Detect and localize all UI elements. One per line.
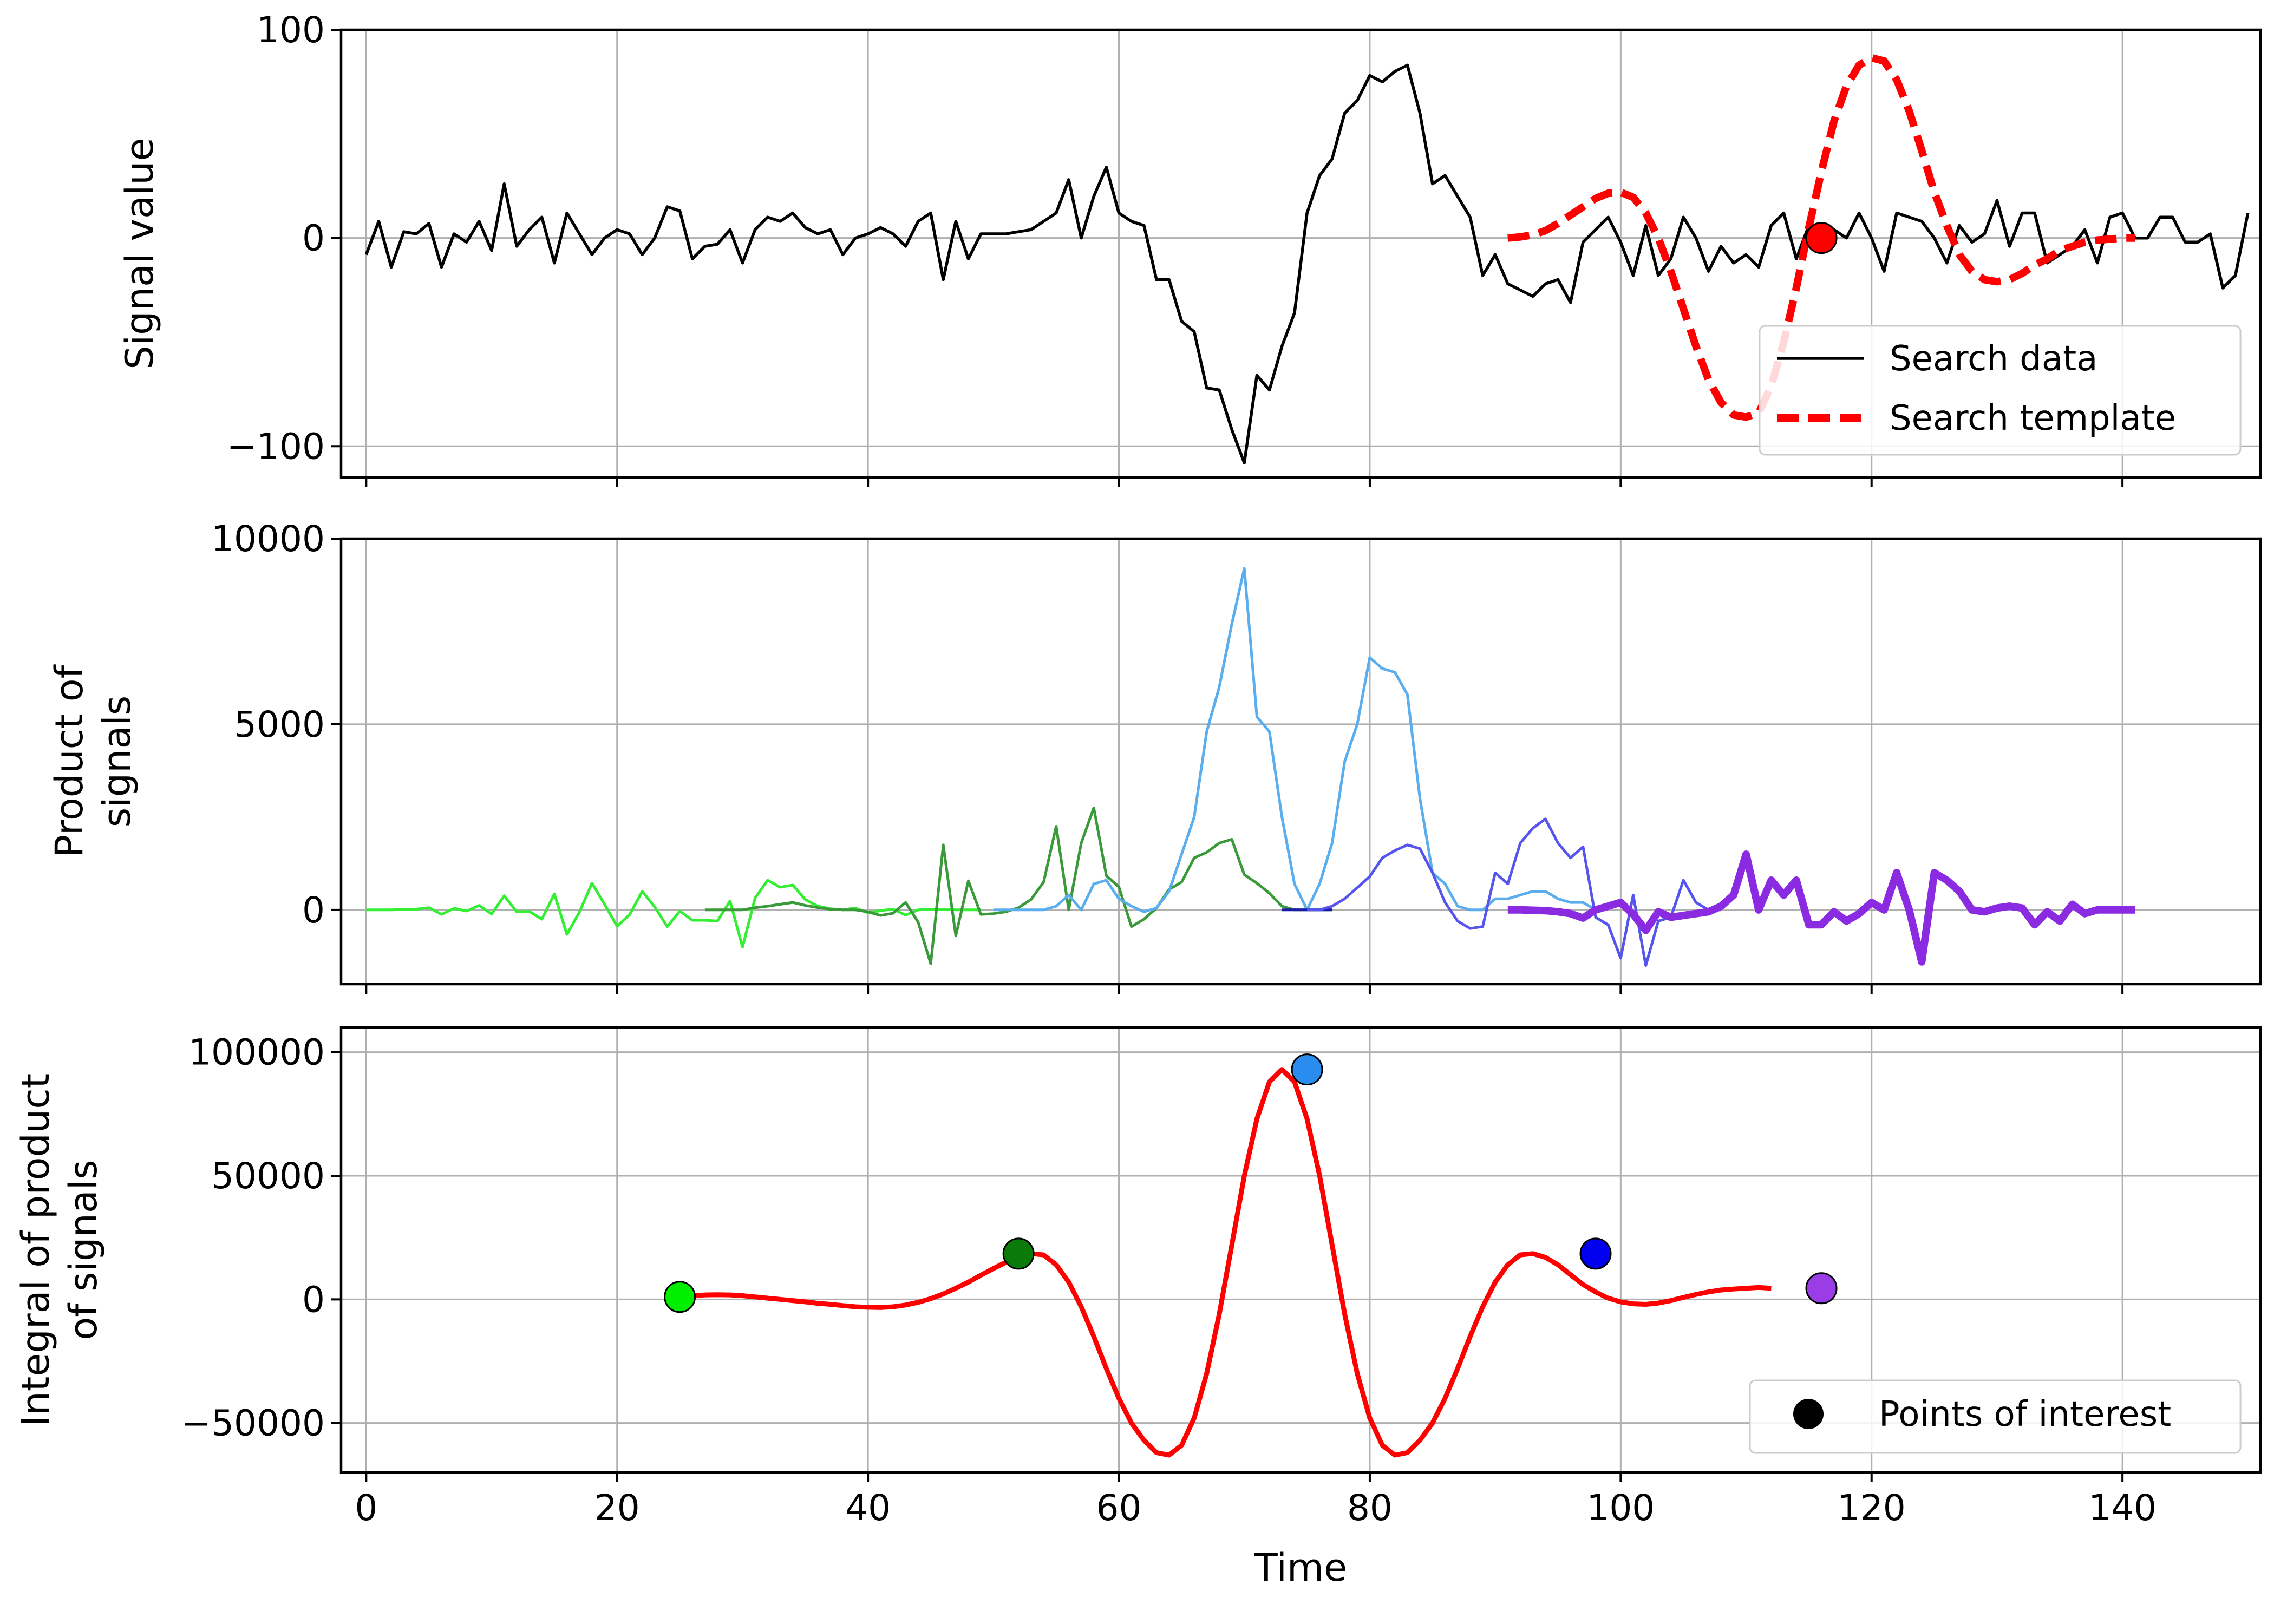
panel-top-ytick-label: 0 bbox=[302, 218, 325, 259]
panel-top-template-position-marker bbox=[1805, 222, 1838, 254]
panel-middle-line-series-0 bbox=[366, 879, 981, 948]
panel-bottom-ylabel-line-0: Integral of product bbox=[14, 1073, 58, 1426]
panel-bottom-legend-label: Points of interest bbox=[1879, 1394, 2171, 1435]
panel-bottom-point-of-interest-4 bbox=[1805, 1272, 1838, 1305]
panel-bottom-xtick-label: 120 bbox=[1838, 1487, 1906, 1529]
panel-middle-ytick-label: 10000 bbox=[211, 518, 325, 560]
data-layer bbox=[364, 54, 2250, 1458]
panel-bottom-ytick-label: −50000 bbox=[181, 1403, 325, 1444]
panel-top-ytick-label: −100 bbox=[227, 425, 325, 467]
panel-middle-frame bbox=[339, 537, 2262, 986]
panel-top-legend-box bbox=[1759, 325, 2242, 456]
panel-bottom-ylabel-line-1: of signals bbox=[61, 1160, 106, 1340]
panel-bottom-legend-box bbox=[1749, 1379, 2242, 1454]
panel-middle-line-series-4 bbox=[1307, 817, 1721, 967]
panel-bottom-xtick-label: 20 bbox=[594, 1487, 640, 1529]
panel-top-legend-label-0: Search data bbox=[1890, 339, 2097, 379]
panel-middle-line-series-2 bbox=[993, 567, 1597, 913]
panel-bottom-legend-marker bbox=[1793, 1399, 1824, 1429]
panel-top-ylabel: Signal value bbox=[117, 137, 162, 369]
panel-bottom-xtick-label: 0 bbox=[355, 1487, 377, 1529]
panel-bottom-xtick-label: 140 bbox=[2088, 1487, 2157, 1529]
panel-middle-ytick-label: 0 bbox=[302, 889, 325, 931]
panel-bottom-point-of-interest-0 bbox=[664, 1281, 696, 1313]
panel-bottom-xtick-label: 100 bbox=[1586, 1487, 1655, 1529]
panel-bottom-xlabel: Time bbox=[1254, 1546, 1347, 1590]
panel-top-legend: Search data Search template bbox=[1759, 325, 2242, 456]
panel-bottom-line-series-0 bbox=[679, 1067, 1772, 1458]
panel-bottom-point-of-interest-2 bbox=[1291, 1053, 1323, 1086]
panel-middle-ylabel-line-1: signals bbox=[95, 696, 139, 828]
panel-bottom-ytick-label: 50000 bbox=[211, 1155, 325, 1197]
panel-middle-ylabel-line-0: Product of bbox=[47, 664, 92, 857]
panel-middle-ytick-label: 5000 bbox=[234, 704, 325, 745]
panel-bottom-point-of-interest-1 bbox=[1002, 1237, 1035, 1270]
panel-top-ytick-label: 100 bbox=[257, 9, 325, 51]
panel-top-legend-label-1: Search template bbox=[1890, 398, 2176, 438]
panel-bottom-point-of-interest-3 bbox=[1579, 1237, 1612, 1270]
panel-top-line-search-data bbox=[364, 63, 2250, 464]
panel-bottom-xtick-label: 80 bbox=[1347, 1487, 1393, 1529]
panel-bottom-frame bbox=[339, 1026, 2262, 1474]
panel-top-plot-area bbox=[364, 54, 2250, 464]
panel-bottom-xtick-label: 60 bbox=[1096, 1487, 1142, 1529]
panel-middle-plot-area bbox=[366, 567, 2135, 967]
panel-bottom-ytick-label: 100000 bbox=[188, 1032, 325, 1073]
panel-bottom-xtick-label: 40 bbox=[845, 1487, 891, 1529]
panel-middle-line-series-1 bbox=[704, 806, 1332, 965]
panel-bottom-plot-area bbox=[679, 1067, 1772, 1458]
panel-middle-line-series-5 bbox=[1507, 850, 2135, 966]
legend-layer: Search data Search template Points of inte… bbox=[1749, 325, 2242, 1454]
panel-bottom-legend: Points of interest bbox=[1749, 1379, 2242, 1454]
panel-bottom-ytick-label: 0 bbox=[302, 1279, 325, 1320]
panel-top-frame bbox=[339, 28, 2262, 479]
